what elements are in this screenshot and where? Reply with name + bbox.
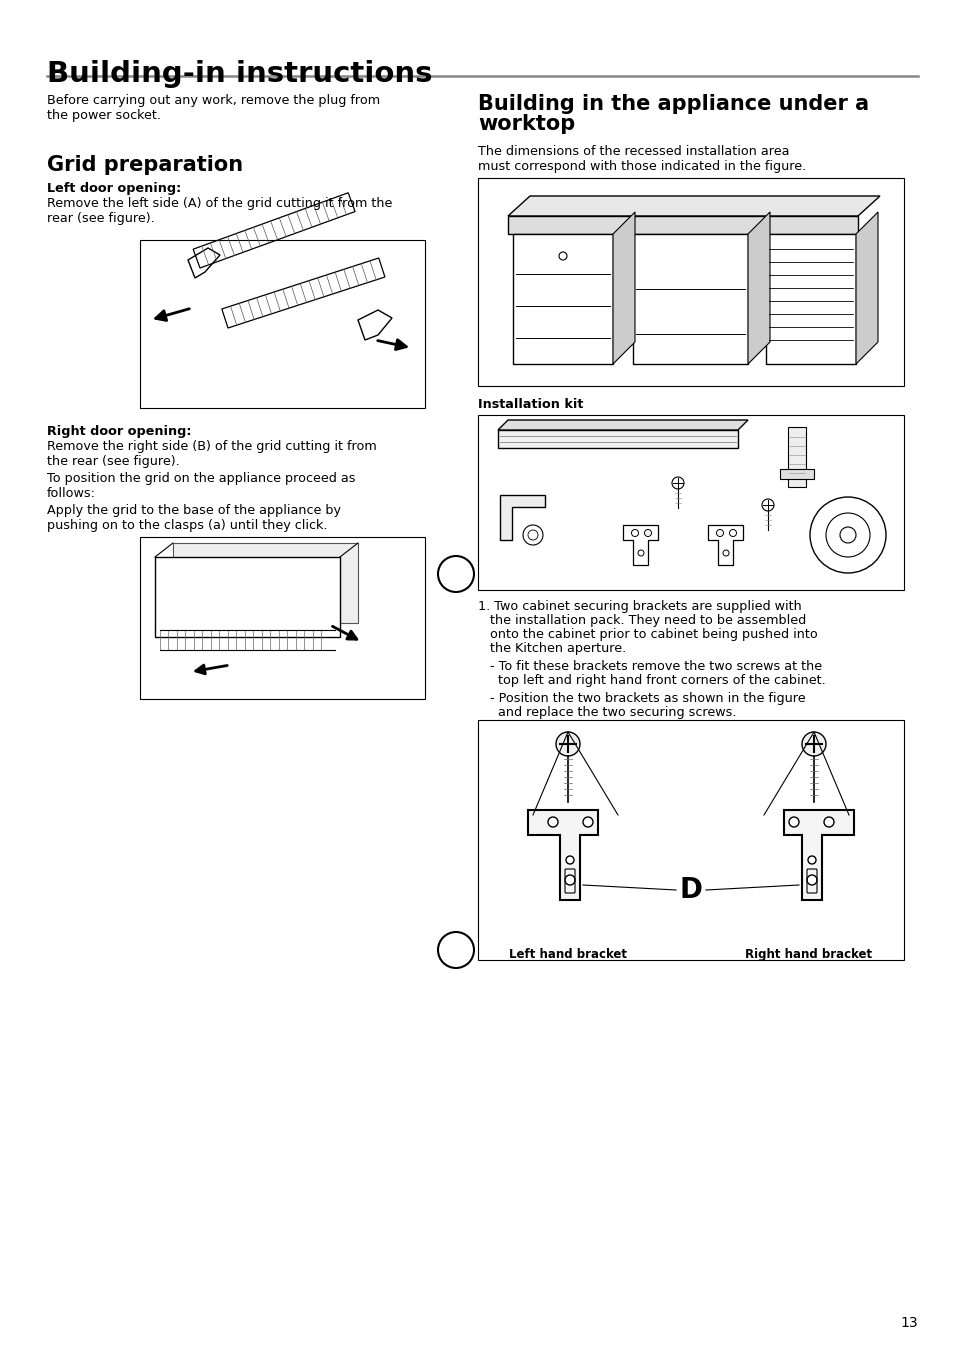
Circle shape	[547, 817, 558, 827]
Bar	[172, 543, 357, 623]
Bar	[477, 178, 903, 386]
Text: Before carrying out any work, remove the plug from
the power socket.: Before carrying out any work, remove the…	[47, 95, 379, 122]
Text: 13: 13	[900, 1316, 917, 1329]
Text: Apply the grid to the base of the appliance by
pushing on to the clasps (a) unti: Apply the grid to the base of the applia…	[47, 504, 340, 532]
Circle shape	[716, 530, 722, 536]
Text: To position the grid on the appliance proceed as
follows:: To position the grid on the appliance pr…	[47, 471, 355, 500]
Circle shape	[722, 550, 728, 557]
Circle shape	[437, 932, 474, 969]
Text: the Kitchen aperture.: the Kitchen aperture.	[477, 642, 625, 655]
Text: worktop: worktop	[477, 113, 575, 134]
Circle shape	[671, 477, 683, 489]
Circle shape	[806, 875, 816, 885]
Text: Building in the appliance under a: Building in the appliance under a	[477, 95, 868, 113]
Text: Building-in instructions: Building-in instructions	[47, 59, 432, 88]
Polygon shape	[527, 811, 598, 900]
Polygon shape	[613, 212, 635, 363]
Circle shape	[582, 817, 593, 827]
Polygon shape	[497, 420, 747, 430]
Text: Right hand bracket: Right hand bracket	[744, 948, 872, 961]
Bar	[787, 427, 805, 486]
Polygon shape	[507, 196, 879, 216]
Bar	[765, 234, 855, 363]
Circle shape	[788, 817, 799, 827]
Text: onto the cabinet prior to cabinet being pushed into: onto the cabinet prior to cabinet being …	[477, 628, 817, 640]
Bar	[477, 415, 903, 590]
Circle shape	[823, 817, 833, 827]
Circle shape	[522, 526, 542, 544]
Polygon shape	[622, 526, 658, 565]
Circle shape	[565, 857, 574, 865]
Circle shape	[638, 550, 643, 557]
Bar	[154, 557, 339, 638]
Circle shape	[527, 530, 537, 540]
Circle shape	[801, 732, 825, 757]
Text: the installation pack. They need to be assembled: the installation pack. They need to be a…	[477, 613, 805, 627]
Circle shape	[644, 530, 651, 536]
Text: Remove the left side (A) of the grid cutting it from the
rear (see figure).: Remove the left side (A) of the grid cut…	[47, 197, 392, 226]
Bar	[780, 469, 813, 480]
Text: 1. Two cabinet securing brackets are supplied with: 1. Two cabinet securing brackets are sup…	[477, 600, 801, 613]
Circle shape	[761, 499, 773, 511]
Polygon shape	[855, 212, 877, 363]
Text: The dimensions of the recessed installation area
must correspond with those indi: The dimensions of the recessed installat…	[477, 145, 805, 173]
Text: D: D	[679, 875, 701, 904]
Bar	[507, 216, 857, 234]
Text: Right door opening:: Right door opening:	[47, 426, 192, 438]
Bar	[633, 234, 747, 363]
Circle shape	[729, 530, 736, 536]
Polygon shape	[747, 212, 769, 363]
Circle shape	[807, 857, 815, 865]
Circle shape	[564, 875, 575, 885]
Bar	[477, 720, 903, 961]
Text: Installation kit: Installation kit	[477, 399, 583, 411]
Text: Remove the right side (B) of the grid cutting it from
the rear (see figure).: Remove the right side (B) of the grid cu…	[47, 440, 376, 467]
Text: Grid preparation: Grid preparation	[47, 155, 243, 176]
Text: top left and right hand front corners of the cabinet.: top left and right hand front corners of…	[477, 674, 825, 688]
Circle shape	[631, 530, 638, 536]
Text: and replace the two securing screws.: and replace the two securing screws.	[477, 707, 736, 719]
Circle shape	[809, 497, 885, 573]
Polygon shape	[783, 811, 853, 900]
Polygon shape	[499, 494, 544, 540]
Text: Left door opening:: Left door opening:	[47, 182, 181, 195]
Text: - Position the two brackets as shown in the figure: - Position the two brackets as shown in …	[477, 692, 804, 705]
Text: Left hand bracket: Left hand bracket	[509, 948, 626, 961]
Circle shape	[840, 527, 855, 543]
Circle shape	[437, 557, 474, 592]
Circle shape	[825, 513, 869, 557]
Bar	[140, 240, 424, 408]
Polygon shape	[707, 526, 742, 565]
Text: - To fit these brackets remove the two screws at the: - To fit these brackets remove the two s…	[477, 661, 821, 673]
Circle shape	[558, 253, 566, 259]
Bar	[513, 234, 613, 363]
Polygon shape	[497, 430, 738, 449]
Bar	[140, 536, 424, 698]
Circle shape	[556, 732, 579, 757]
